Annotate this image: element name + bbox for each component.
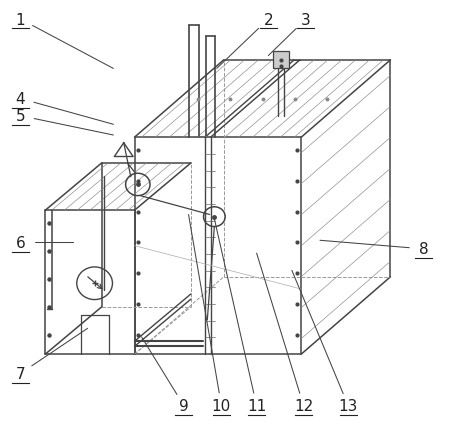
Text: 9: 9 — [179, 398, 189, 413]
Text: 7: 7 — [16, 366, 25, 381]
Text: 3: 3 — [301, 12, 311, 28]
Text: 2: 2 — [264, 12, 273, 28]
Text: 6: 6 — [16, 235, 25, 250]
Text: 5: 5 — [16, 109, 25, 124]
Text: 8: 8 — [419, 242, 428, 257]
Text: 4: 4 — [16, 92, 25, 107]
Text: 1: 1 — [16, 12, 25, 28]
Text: 10: 10 — [212, 398, 231, 413]
Text: 13: 13 — [339, 398, 358, 413]
Text: 12: 12 — [294, 398, 313, 413]
Text: 11: 11 — [247, 398, 266, 413]
Bar — [273, 52, 289, 69]
